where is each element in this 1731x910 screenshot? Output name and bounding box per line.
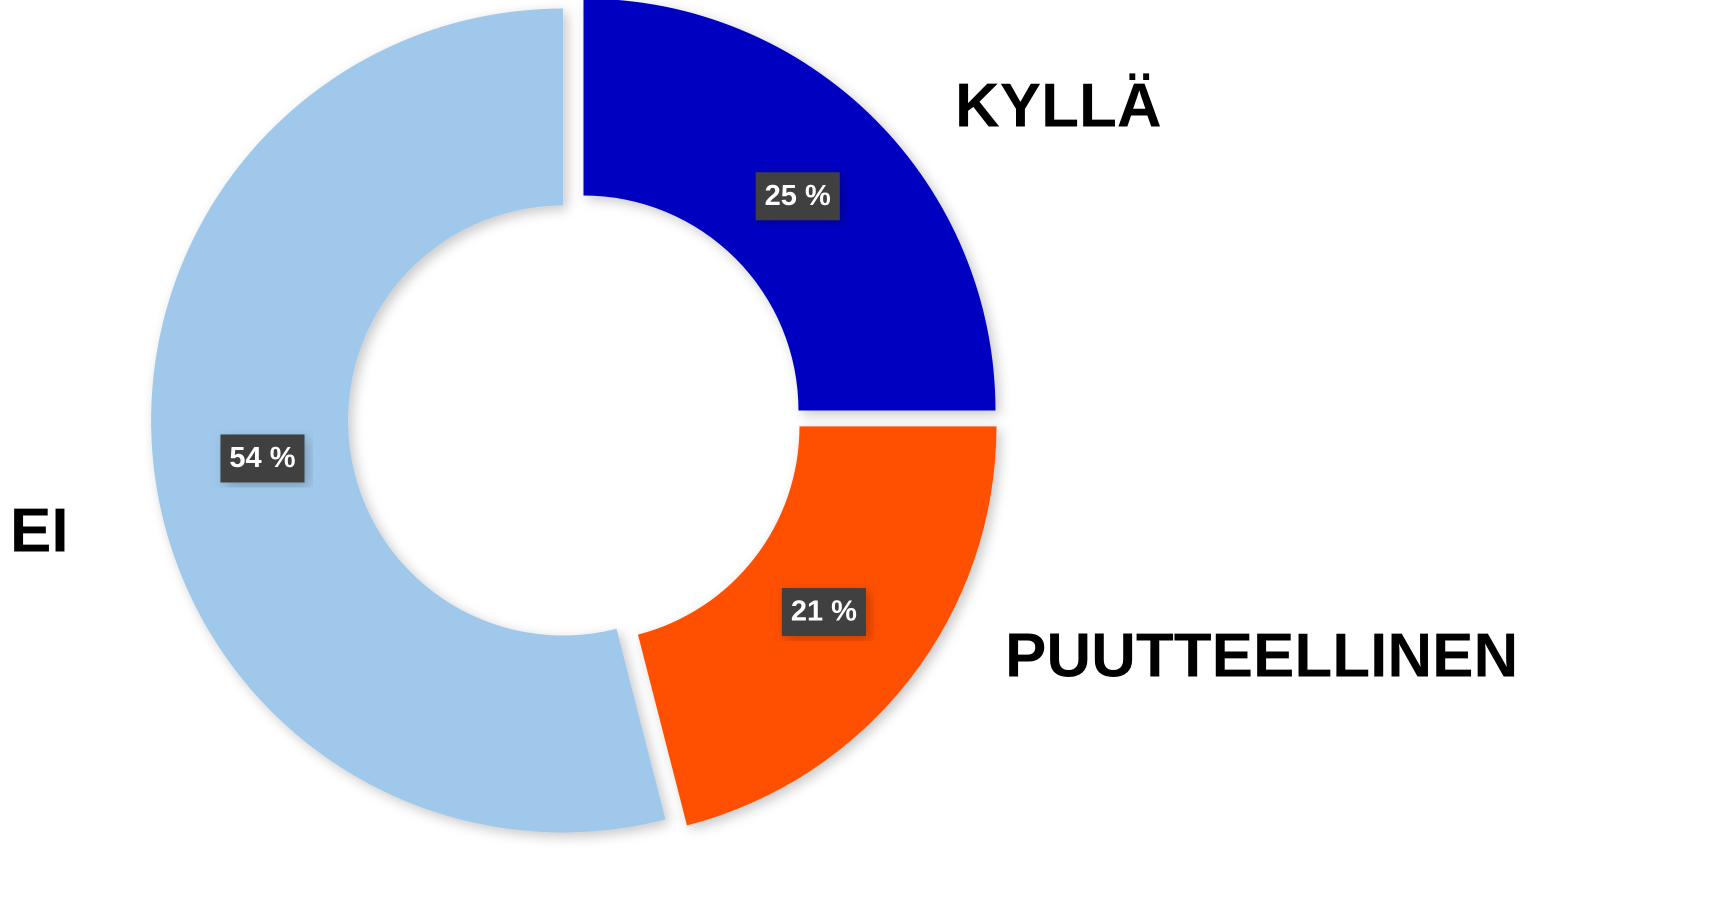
value-label: 25 %	[765, 180, 831, 212]
slice	[151, 8, 666, 833]
value-label: 21 %	[791, 596, 857, 628]
category-label: EI	[10, 496, 69, 565]
slices	[151, 0, 997, 833]
value-label-box	[220, 434, 305, 483]
value-label-box	[755, 172, 840, 221]
value-label: 54 %	[229, 442, 295, 474]
value-label-box	[781, 588, 866, 637]
category-label: PUUTTEELLINEN	[1005, 621, 1518, 690]
category-label: KYLLÄ	[955, 71, 1162, 140]
